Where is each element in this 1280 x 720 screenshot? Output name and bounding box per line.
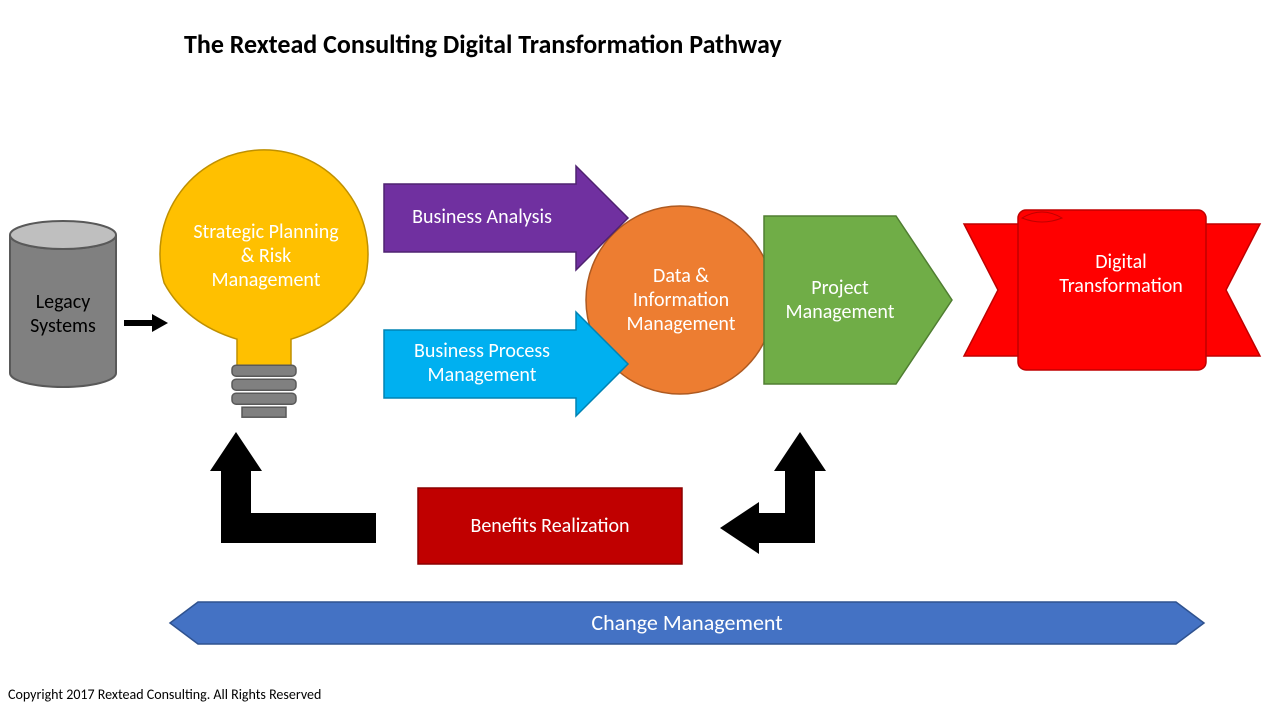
business-process-arrow: [384, 312, 628, 416]
legacy-to-bulb-arrow: [124, 314, 168, 332]
feedback-arrow-left: [210, 432, 376, 543]
feedback-arrow-right: [720, 432, 826, 554]
business-analysis-arrow: [384, 166, 628, 270]
benefits-realization-box: [418, 488, 682, 564]
digital-transformation-ribbon: [964, 210, 1260, 370]
strategic-lightbulb: [160, 150, 368, 417]
change-management-bar: [170, 602, 1204, 644]
diagram-title: The Rextead Consulting Digital Transform…: [184, 28, 782, 60]
copyright-text: Copyright 2017 Rextead Consulting. All R…: [8, 686, 321, 703]
project-management-pentagon: [764, 216, 952, 384]
legacy-systems-cylinder: [10, 221, 116, 387]
